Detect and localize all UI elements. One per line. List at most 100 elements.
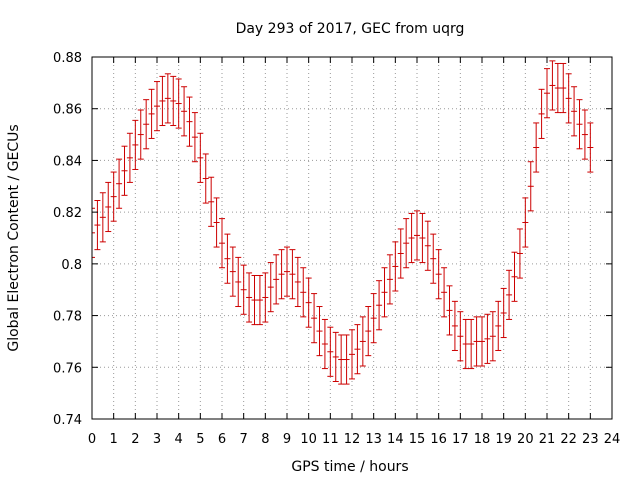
data-point — [132, 119, 139, 170]
y-tick-label: 0.82 — [53, 206, 82, 221]
data-point — [381, 267, 388, 318]
x-tick-label: 4 — [175, 432, 183, 447]
data-point — [219, 218, 225, 269]
data-point — [105, 181, 112, 233]
x-tick-label: 14 — [387, 432, 404, 447]
data-point — [267, 262, 274, 313]
data-point — [468, 318, 475, 370]
y-tick-label: 0.8 — [61, 258, 82, 273]
data-point — [321, 318, 328, 370]
data-point — [451, 300, 458, 351]
tick-marks — [91, 56, 613, 420]
data-point — [554, 62, 561, 114]
data-point — [305, 277, 312, 328]
data-point — [311, 293, 318, 344]
data-point — [376, 280, 383, 331]
data-point — [473, 316, 480, 367]
data-point — [424, 220, 431, 271]
x-tick-label: 5 — [196, 432, 204, 447]
data-point — [516, 228, 523, 279]
x-tick-label: 21 — [539, 432, 556, 447]
y-tick-label: 0.86 — [53, 103, 82, 118]
data-point — [186, 96, 193, 147]
x-tick-label: 24 — [604, 432, 621, 447]
data-point — [110, 171, 117, 222]
data-point — [278, 249, 285, 300]
data-point — [256, 274, 263, 326]
data-point — [587, 122, 594, 173]
data-point — [354, 324, 361, 375]
data-point — [538, 88, 545, 139]
data-point — [500, 287, 507, 339]
data-point — [549, 60, 556, 111]
data-point — [137, 109, 144, 160]
x-tick-label: 16 — [430, 432, 447, 447]
data-point — [392, 241, 399, 292]
data-point — [262, 272, 269, 323]
x-tick-label: 2 — [131, 432, 139, 447]
grid-lines — [92, 57, 612, 419]
data-point — [571, 86, 578, 137]
x-tick-label: 13 — [365, 432, 382, 447]
data-point — [565, 73, 572, 124]
data-point — [576, 99, 583, 150]
data-point — [175, 78, 182, 129]
x-axis-label: GPS time / hours — [291, 459, 408, 475]
data-point — [300, 267, 307, 318]
data-point — [408, 212, 415, 264]
data-point — [495, 300, 502, 351]
data-point — [441, 267, 448, 318]
data-point — [116, 158, 123, 209]
data-point — [143, 99, 150, 150]
data-point — [154, 81, 160, 132]
x-tick-label: 6 — [218, 432, 226, 447]
data-point — [229, 246, 236, 297]
data-point — [251, 274, 258, 326]
data-point — [435, 249, 442, 300]
data-point — [544, 68, 550, 119]
x-tick-label: 11 — [322, 432, 339, 447]
data-point — [338, 334, 345, 385]
data-point — [99, 192, 106, 243]
x-tick-label: 19 — [495, 432, 512, 447]
data-point — [121, 145, 128, 196]
x-tick-label: 12 — [344, 432, 361, 447]
data-point — [332, 331, 339, 383]
data-point — [240, 264, 247, 315]
x-tick-label: 23 — [582, 432, 599, 447]
data-point — [457, 311, 464, 362]
x-tick-label: 7 — [240, 432, 248, 447]
data-point — [170, 75, 177, 127]
x-tick-label: 18 — [474, 432, 491, 447]
data-point — [522, 197, 529, 248]
data-point — [273, 254, 280, 305]
y-tick-label: 0.78 — [53, 310, 82, 325]
data-point — [202, 153, 209, 204]
x-tick-label: 0 — [88, 432, 96, 447]
x-tick-label: 22 — [560, 432, 577, 447]
data-point — [289, 249, 296, 300]
data-point — [294, 256, 301, 308]
x-tick-label: 8 — [261, 432, 269, 447]
x-tick-label: 3 — [153, 432, 161, 447]
data-point — [213, 197, 220, 248]
x-tick-label: 1 — [110, 432, 118, 447]
data-point — [159, 75, 166, 127]
y-tick-labels: 0.74 0.76 0.78 0.8 0.82 0.84 0.86 0.88 — [53, 51, 82, 428]
data-point — [397, 228, 404, 279]
data-point — [511, 251, 518, 302]
data-point — [484, 313, 491, 364]
data-point — [191, 112, 198, 163]
y-tick-label: 0.74 — [53, 413, 82, 428]
data-point — [365, 306, 372, 357]
x-tick-label: 9 — [283, 432, 291, 447]
data-point — [359, 316, 366, 367]
data-point — [560, 62, 567, 114]
x-tick-label: 20 — [517, 432, 534, 447]
data-point — [284, 246, 290, 297]
y-tick-label: 0.84 — [53, 154, 82, 169]
data-point — [581, 109, 588, 160]
data-point — [489, 311, 496, 362]
y-tick-label: 0.76 — [53, 361, 82, 376]
